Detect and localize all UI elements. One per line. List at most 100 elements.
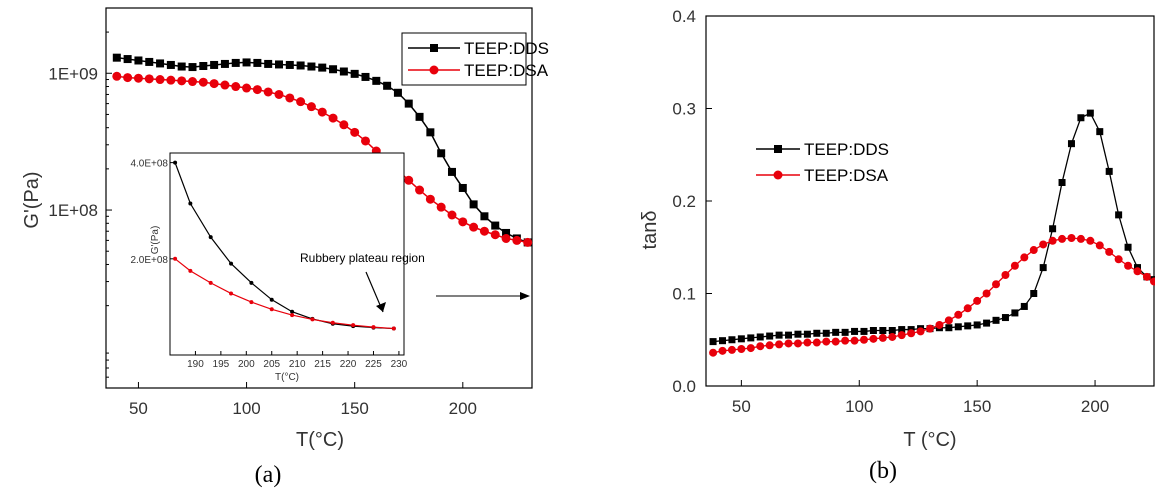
panel-a-data-point xyxy=(350,127,360,137)
legend-dsa-marker xyxy=(429,65,439,75)
panel-a-data-point xyxy=(480,212,489,221)
panel-a-data-point xyxy=(252,85,262,95)
panel-b-data-point xyxy=(1077,114,1085,122)
panel-b-data-point xyxy=(1020,302,1028,310)
panel-a-caption: (a) xyxy=(255,462,282,488)
panel-a-data-point xyxy=(307,62,316,71)
panel-a-y-ticks: 1E+08 1E+09 xyxy=(48,7,112,389)
inset-data-point xyxy=(188,201,193,206)
panel-b-data-point xyxy=(1076,234,1085,243)
inset-series-line xyxy=(174,258,394,330)
panel-b-data-point xyxy=(1048,236,1057,245)
panel-b-data-point xyxy=(831,337,840,346)
panel-a-data-point xyxy=(155,75,165,85)
inset-data-point xyxy=(249,300,254,305)
panel-b-data-point xyxy=(812,338,821,347)
inset-data-point xyxy=(173,160,178,165)
legend-b-dds-marker xyxy=(774,145,782,153)
panel-a-data-point xyxy=(231,58,240,67)
panel-b-data-point xyxy=(935,320,944,329)
panel-a-data-point xyxy=(383,81,392,90)
inset-series xyxy=(173,160,396,331)
panel-b-data-point xyxy=(728,336,736,344)
panel-a-data-point xyxy=(339,120,349,130)
panel-b-data-point xyxy=(983,319,991,327)
panel-a-data-point xyxy=(404,99,413,108)
panel-b-data-point xyxy=(813,329,821,337)
panel-b-data-point xyxy=(1020,253,1029,262)
panel-a-data-point xyxy=(415,185,425,195)
legend-b-dsa-marker xyxy=(773,170,783,180)
panel-b-data-point xyxy=(907,329,916,338)
panel-a-data-point xyxy=(523,237,533,247)
panel-a-data-point xyxy=(156,59,165,68)
panel-a-data-point xyxy=(166,60,175,69)
panel-b-data-point xyxy=(1010,261,1019,270)
panel-b-data-point xyxy=(1049,225,1057,233)
legend-dds-label: TEEP:DDS xyxy=(464,39,549,58)
panel-a-data-point xyxy=(491,221,500,230)
panel-b-data-point xyxy=(746,344,755,353)
inset-x-tick-label: 220 xyxy=(340,359,357,370)
panel-a-data-point xyxy=(501,233,511,243)
panel-b-data-point xyxy=(1115,211,1123,219)
panel-a-x-tick-label: 50 xyxy=(129,399,148,418)
inset-data-point xyxy=(290,313,295,318)
panel-b-data-point xyxy=(1142,272,1151,281)
panel-b-data-point xyxy=(709,348,718,357)
panel-b-data-point xyxy=(1058,179,1066,186)
inset-frame xyxy=(169,152,405,356)
panel-a-data-point xyxy=(490,230,500,240)
panel-a-data-point xyxy=(285,93,295,103)
panel-a-data-point xyxy=(187,77,197,87)
inset-data-point xyxy=(188,268,193,273)
panel-a-data-point xyxy=(263,87,273,97)
panel-b-data-point xyxy=(785,331,793,339)
panel-a-data-point xyxy=(458,217,468,227)
inset-x-ticks: 190 195 200 205 210 215 220 225 230 xyxy=(187,351,408,370)
panel-b-data-point xyxy=(944,316,953,325)
legend-b-dds-label: TEEP:DDS xyxy=(804,140,889,159)
panel-a-data-point xyxy=(458,183,467,192)
panel-a-data-point xyxy=(447,167,456,176)
panel-b-x-tick-label: 50 xyxy=(732,397,751,416)
panel-a-data-point xyxy=(372,76,381,85)
inset-x-tick-label: 205 xyxy=(263,359,280,370)
inset-x-tick-label: 200 xyxy=(238,359,255,370)
inset-y-tick-label: 2.0E+08 xyxy=(130,255,168,266)
panel-b-data-point xyxy=(869,327,877,334)
panel-b-data-point xyxy=(1096,128,1104,136)
panel-a-y-tick-label: 1E+08 xyxy=(48,201,98,220)
panel-a-plateau-arrow xyxy=(436,292,530,300)
panel-b-data-point xyxy=(954,310,963,319)
panel-b-data-point xyxy=(1067,234,1076,242)
panel-a-legend-box xyxy=(401,32,527,86)
panel-a-x-tick-label: 200 xyxy=(449,399,477,418)
panel-b-x-ticks: 50 100 150 200 xyxy=(732,380,1109,416)
panel-a-data-point xyxy=(502,228,511,237)
panel-a-data-point xyxy=(361,72,370,81)
panel-a-y-axis-label: G'(Pa) xyxy=(21,171,43,228)
panel-a-x-ticks: 50 100 150 200 xyxy=(129,382,477,418)
panel-b-x-axis-label: T (°C) xyxy=(903,429,956,451)
panel-b-data-point xyxy=(878,333,887,342)
panel-b-data-point xyxy=(1124,261,1133,270)
panel-a-data-point xyxy=(198,77,208,87)
panel-b-data-point xyxy=(992,280,1001,289)
panel-b-data-point xyxy=(718,346,727,355)
panel-b-data-point xyxy=(879,327,887,334)
inset-x-tick-label: 195 xyxy=(213,359,230,370)
plateau-arrowhead xyxy=(520,292,530,300)
panel-a-data-point xyxy=(220,80,230,90)
inset-data-point xyxy=(391,326,396,331)
panel-b-data-point xyxy=(1124,243,1132,251)
panel-b-data-point xyxy=(982,289,991,298)
panel-a-data-point xyxy=(296,97,306,107)
panel-a-data-point xyxy=(112,71,122,81)
panel-a-data-point xyxy=(479,226,489,236)
panel-b-data-point xyxy=(1086,109,1094,117)
panel-b-data-point xyxy=(964,322,972,330)
panel-a-data-point xyxy=(242,58,251,67)
panel-a-inset: 190 195 200 205 210 215 220 225 230 2.0E+08 4.0E+… xyxy=(130,152,425,383)
